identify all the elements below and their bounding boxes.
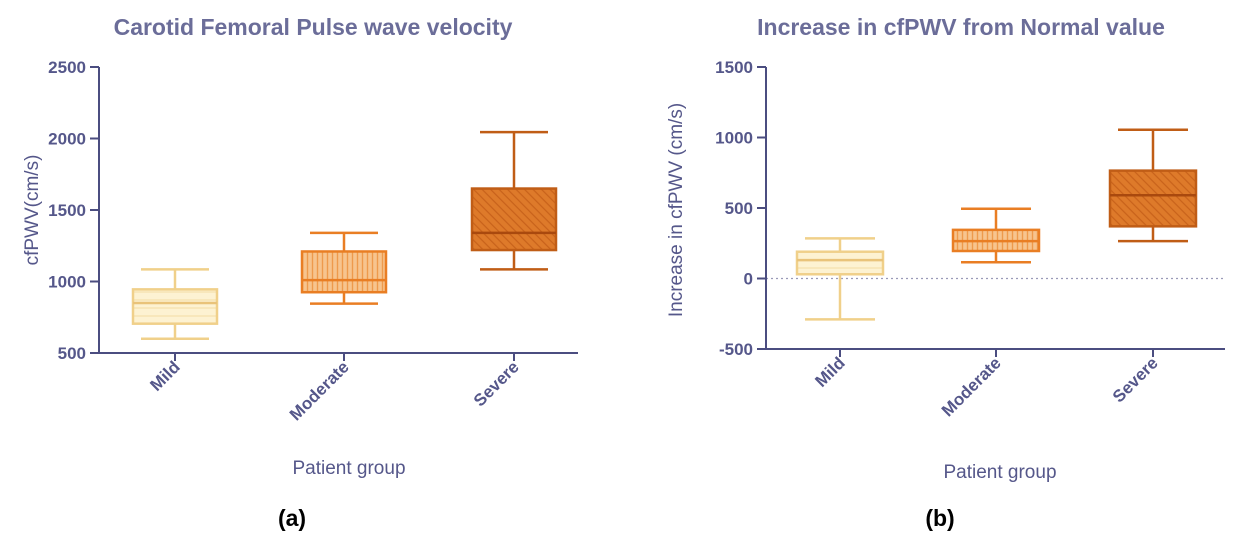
chart-b-box-moderate: Moderate: [938, 207, 1041, 420]
chart-b-category-label: Severe: [1109, 353, 1162, 406]
chart-b-y-tick-label: 0: [744, 270, 753, 289]
chart-b-y-tick-label: 1000: [715, 129, 753, 148]
chart-a-category-label: Mild: [146, 357, 183, 394]
chart-a-y-tick-label: 500: [58, 344, 86, 363]
chart-a-y-tick-label: 1000: [48, 273, 86, 292]
chart-a-box-moderate: Moderate: [286, 231, 388, 424]
chart-panel-a: Carotid Femoral Pulse wave velocity cfPW…: [22, 14, 578, 531]
chart-b-category-label: Mild: [811, 353, 848, 390]
chart-a-y-axis-title: cfPWV(cm/s): [22, 155, 43, 266]
chart-a-box-mild: Mild: [131, 268, 219, 395]
chart-a-y-tick-label: 1500: [48, 201, 86, 220]
chart-b-y-tick-label: 500: [725, 199, 753, 218]
chart-a-y-tick-label: 2500: [48, 58, 86, 77]
chart-b-x-axis-title: Patient group: [943, 462, 1056, 483]
chart-a-panel-label: (a): [278, 505, 306, 531]
chart-b-y-tick-label: -500: [719, 340, 753, 359]
iqr-box: [470, 187, 558, 252]
chart-b-y-tick-label: 1500: [715, 58, 753, 77]
chart-a-box-severe: Severe: [470, 130, 558, 410]
chart-panel-b: Increase in cfPWV from Normal value Incr…: [666, 14, 1225, 531]
chart-b-box-severe: Severe: [1108, 128, 1198, 406]
chart-b-y-axis-title: Increase in cfPWV (cm/s): [666, 103, 687, 317]
iqr-box: [795, 250, 885, 276]
chart-a-category-label: Moderate: [286, 357, 353, 424]
chart-a-plot: 500 1000 1500 2000 2500 Mild Moderate Severe: [48, 58, 578, 424]
chart-a-title: Carotid Femoral Pulse wave velocity: [114, 14, 513, 40]
iqr-box: [131, 288, 219, 325]
chart-b-panel-label: (b): [925, 505, 954, 531]
iqr-box: [1108, 169, 1198, 228]
chart-b-title: Increase in cfPWV from Normal value: [757, 14, 1165, 40]
chart-a-category-label: Severe: [470, 357, 523, 410]
iqr-box: [300, 250, 388, 294]
chart-b-category-label: Moderate: [938, 353, 1005, 420]
chart-b-box-mild: Mild: [795, 237, 885, 391]
chart-a-y-tick-label: 2000: [48, 130, 86, 149]
chart-a-x-axis-title: Patient group: [292, 458, 405, 479]
chart-b-plot: -500 0 500 1000 1500 Mild Moderate Severe: [715, 58, 1225, 420]
